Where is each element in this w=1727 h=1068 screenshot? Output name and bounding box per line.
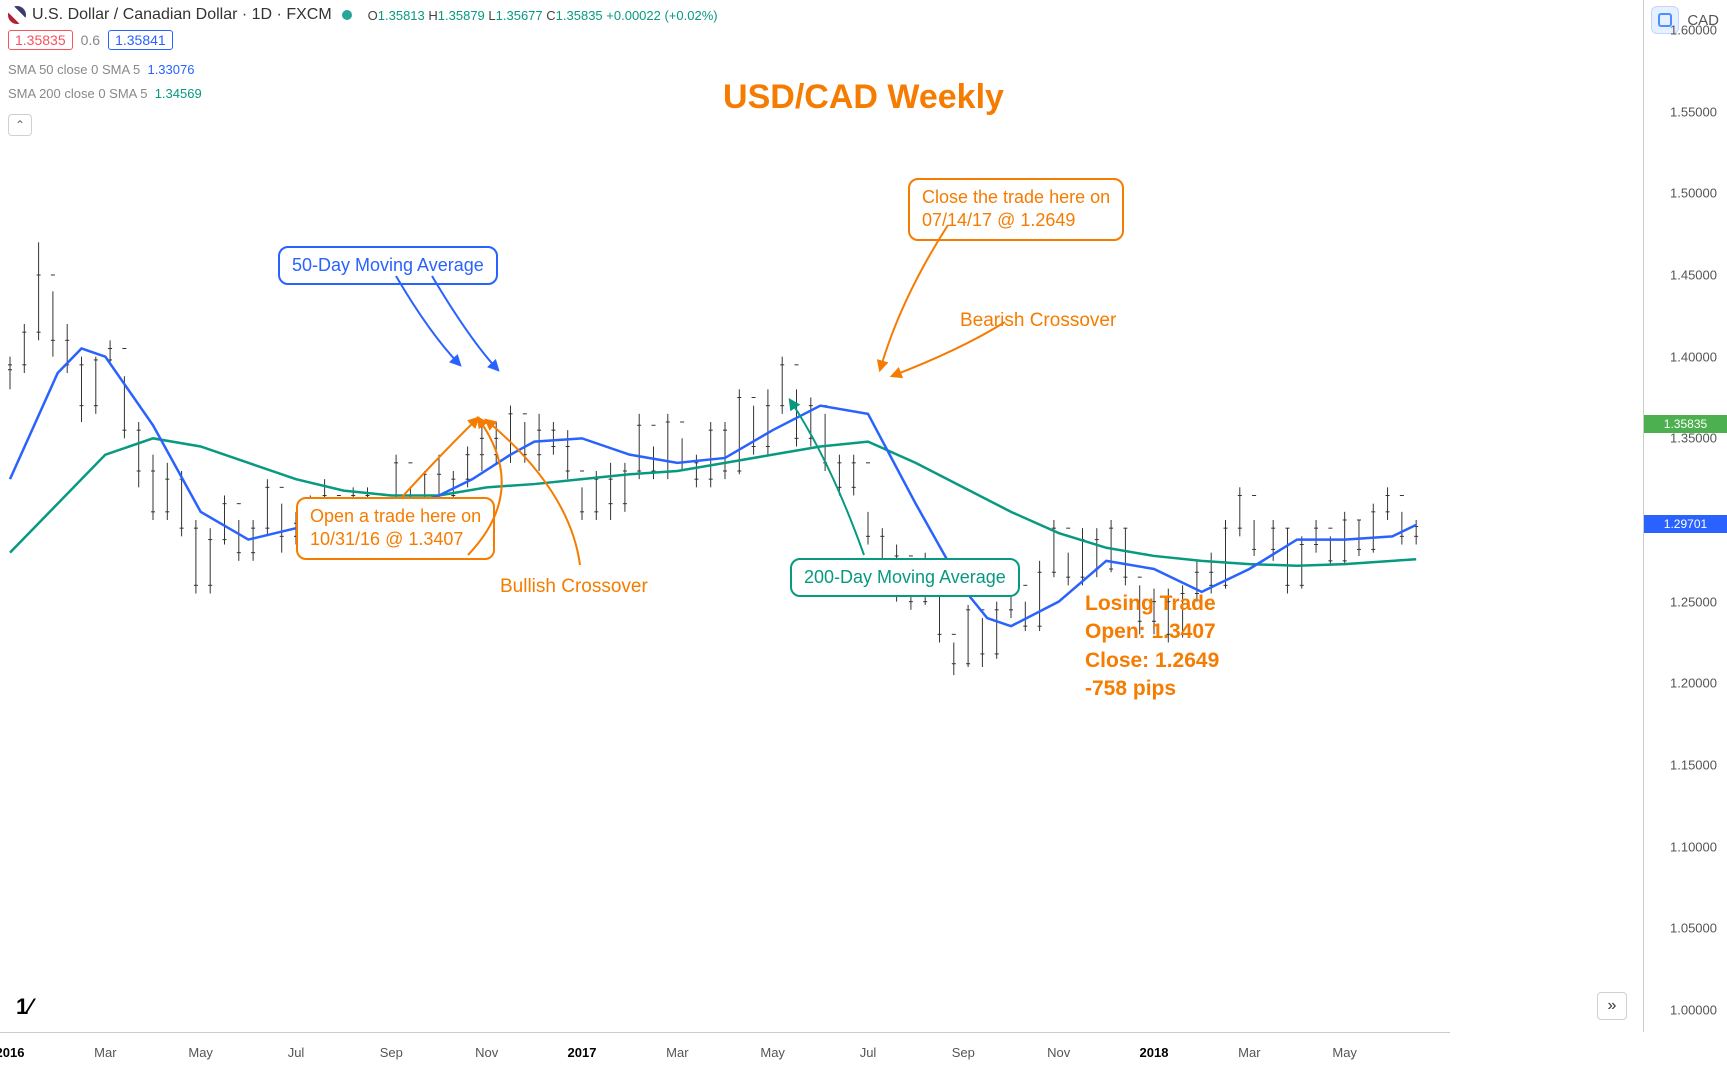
x-tick: May [188,1045,213,1060]
x-tick: Mar [666,1045,688,1060]
y-price-marker: 1.29701 [1644,515,1727,533]
x-axis[interactable]: 2016 Mar May Jul Sep Nov 2017 Mar May Jul Sep Nov 20… [0,1032,1450,1068]
annot-close-trade: Close the trade here on 07/14/17 @ 1.264… [908,178,1124,241]
price-boxes: 1.35835 0.6 1.35841 [8,30,173,50]
symbol-header: U.S. Dollar / Canadian Dollar · 1D · FXC… [8,6,718,24]
x-tick: 2016 [0,1045,24,1060]
annotation-arrows [0,0,1450,1032]
y-tick: 1.05000 [1670,921,1717,936]
x-tick: 2017 [568,1045,597,1060]
goto-latest-button[interactable]: » [1597,992,1627,1020]
y-tick: 1.55000 [1670,104,1717,119]
y-tick: 1.10000 [1670,839,1717,854]
market-status-dot [342,10,352,20]
annot-open-trade: Open a trade here on 10/31/16 @ 1.3407 [296,497,495,560]
x-tick: Sep [952,1045,975,1060]
y-tick: 1.25000 [1670,594,1717,609]
bid-price-box: 1.35841 [108,30,173,50]
symbol-title: U.S. Dollar / Canadian Dollar · 1D · FXC… [32,6,332,24]
annot-bearish: Bearish Crossover [960,310,1116,332]
chart-title: USD/CAD Weekly [723,78,1004,117]
y-tick: 1.00000 [1670,1003,1717,1018]
annot-ma200: 200-Day Moving Average [790,558,1020,597]
x-tick: Mar [1238,1045,1260,1060]
result-summary: Losing Trade Open: 1.3407 Close: 1.2649 … [1085,590,1219,703]
y-price-marker: 1.35835 [1644,415,1727,433]
sma50-indicator: SMA 50 close 0 SMA 5 1.33076 [8,62,194,77]
x-tick: Jul [860,1045,877,1060]
x-tick: Mar [94,1045,116,1060]
y-tick: 1.60000 [1670,23,1717,38]
ohlc-block: O1.35813 H1.35879 L1.35677 C1.35835 +0.0… [368,8,718,23]
x-tick: May [1332,1045,1357,1060]
x-tick: Nov [1047,1045,1070,1060]
price-chart[interactable] [0,0,1450,1032]
tradingview-logo-icon: 1⁄ [16,994,28,1020]
sma200-indicator: SMA 200 close 0 SMA 5 1.34569 [8,86,202,101]
annot-ma50: 50-Day Moving Average [278,246,498,285]
x-tick: May [760,1045,785,1060]
y-tick: 1.45000 [1670,268,1717,283]
y-tick: 1.50000 [1670,186,1717,201]
spread-label: 0.6 [81,32,100,48]
x-tick: Nov [475,1045,498,1060]
y-tick: 1.40000 [1670,349,1717,364]
last-price-box: 1.35835 [8,30,73,50]
y-tick: 1.35000 [1670,431,1717,446]
y-axis[interactable]: 1.60000 1.55000 1.50000 1.45000 1.40000 1.350… [1643,0,1727,1032]
x-tick: Jul [288,1045,305,1060]
flag-icon [8,6,26,24]
x-tick: Sep [380,1045,403,1060]
x-tick: 2018 [1140,1045,1169,1060]
y-tick: 1.20000 [1670,676,1717,691]
y-tick: 1.15000 [1670,758,1717,773]
annot-bullish: Bullish Crossover [500,576,648,598]
collapse-indicators-button[interactable]: ⌃ [8,114,32,136]
